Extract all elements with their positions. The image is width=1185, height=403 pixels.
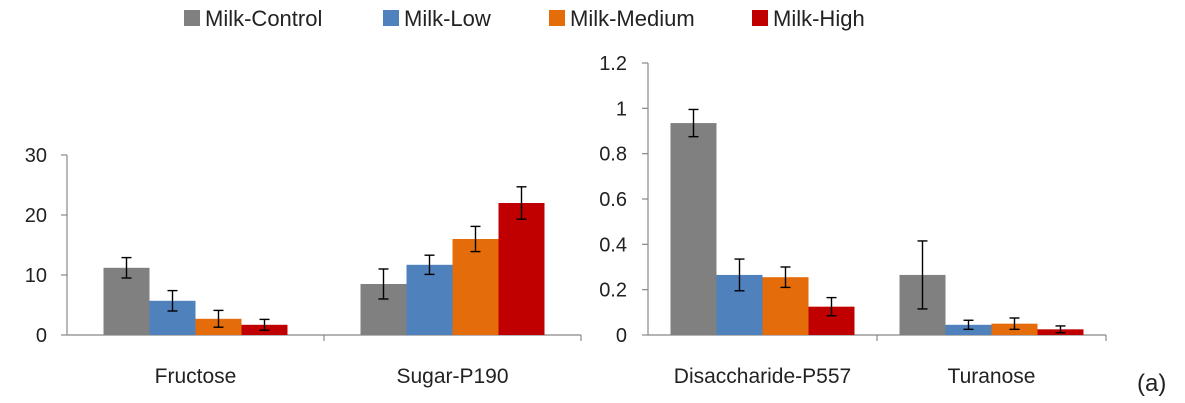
error-bar-milk-high-disaccharide-p557 <box>826 296 837 317</box>
legend-swatch-milk-medium <box>549 10 565 26</box>
y-tick-label: 0.2 <box>599 280 627 302</box>
y-tick-label: 0.8 <box>599 144 627 166</box>
legend-item-milk-medium: Milk-Medium <box>549 6 695 31</box>
error-bar-milk-medium-sugar-p190 <box>470 225 481 253</box>
y-tick-label: 20 <box>25 205 47 227</box>
bar-milk-control-fructose <box>103 267 150 335</box>
error-bar-milk-high-fructose <box>259 318 270 331</box>
y-tick-label: 1.2 <box>599 53 627 75</box>
error-bar-milk-medium-disaccharide-p557 <box>780 266 791 289</box>
error-bar-milk-medium-turanose <box>1009 317 1020 331</box>
category-label-fructose: Fructose <box>155 365 237 388</box>
chart-left-fructose-sugar: 0 10 20 30 Fructose Sugar-P190 <box>25 145 582 388</box>
bar-milk-high-sugar-p190 <box>498 203 545 335</box>
error-bar-milk-control-turanose <box>917 240 928 310</box>
legend-item-milk-control: Milk-Control <box>184 6 322 31</box>
legend-swatch-milk-low <box>383 10 399 26</box>
category-label-sugar-p190: Sugar-P190 <box>396 365 508 388</box>
y-tick-label: 10 <box>25 265 47 287</box>
error-bar-milk-low-fructose <box>167 289 178 312</box>
chart-right-disaccharide-turanose: 0 0.2 0.4 0.6 0.8 1 1.2 Disaccharide-P557 Turano… <box>599 53 1107 388</box>
y-tick-label: 30 <box>25 145 47 167</box>
bar-milk-medium-sugar-p190 <box>452 239 499 335</box>
legend-label-milk-high: Milk-High <box>773 6 865 31</box>
y-tick-label: 0 <box>36 325 47 347</box>
error-bar-milk-low-sugar-p190 <box>424 254 435 276</box>
error-bar-milk-control-fructose <box>121 256 132 279</box>
legend-label-milk-medium: Milk-Medium <box>570 6 695 31</box>
error-bar-milk-high-turanose <box>1055 325 1066 334</box>
bar-milk-control-disaccharide-p557 <box>670 123 717 335</box>
legend-label-milk-control: Milk-Control <box>205 6 322 31</box>
error-bar-milk-low-turanose <box>963 319 974 331</box>
legend-item-milk-low: Milk-Low <box>383 6 491 31</box>
category-label-turanose: Turanose <box>948 365 1036 388</box>
legend: Milk-Control Milk-Low Milk-Medium Milk-High <box>184 6 865 31</box>
y-tick-label: 1 <box>616 98 627 120</box>
panel-label: (a) <box>1137 370 1166 397</box>
legend-label-milk-low: Milk-Low <box>404 6 491 31</box>
y-tick-label: 0.4 <box>599 234 627 256</box>
y-tick-label: 0 <box>616 325 627 347</box>
error-bar-milk-control-disaccharide-p557 <box>688 108 699 138</box>
error-bar-milk-high-sugar-p190 <box>516 186 527 220</box>
category-label-disaccharide-p557: Disaccharide-P557 <box>674 365 851 388</box>
y-tick-label: 0.6 <box>599 189 627 211</box>
legend-swatch-milk-high <box>752 10 768 26</box>
error-bar-milk-medium-fructose <box>213 309 224 328</box>
legend-item-milk-high: Milk-High <box>752 6 865 31</box>
error-bar-milk-low-disaccharide-p557 <box>734 258 745 292</box>
error-bar-milk-control-sugar-p190 <box>378 268 389 300</box>
legend-swatch-milk-control <box>184 10 200 26</box>
bar-milk-low-sugar-p190 <box>406 264 453 335</box>
